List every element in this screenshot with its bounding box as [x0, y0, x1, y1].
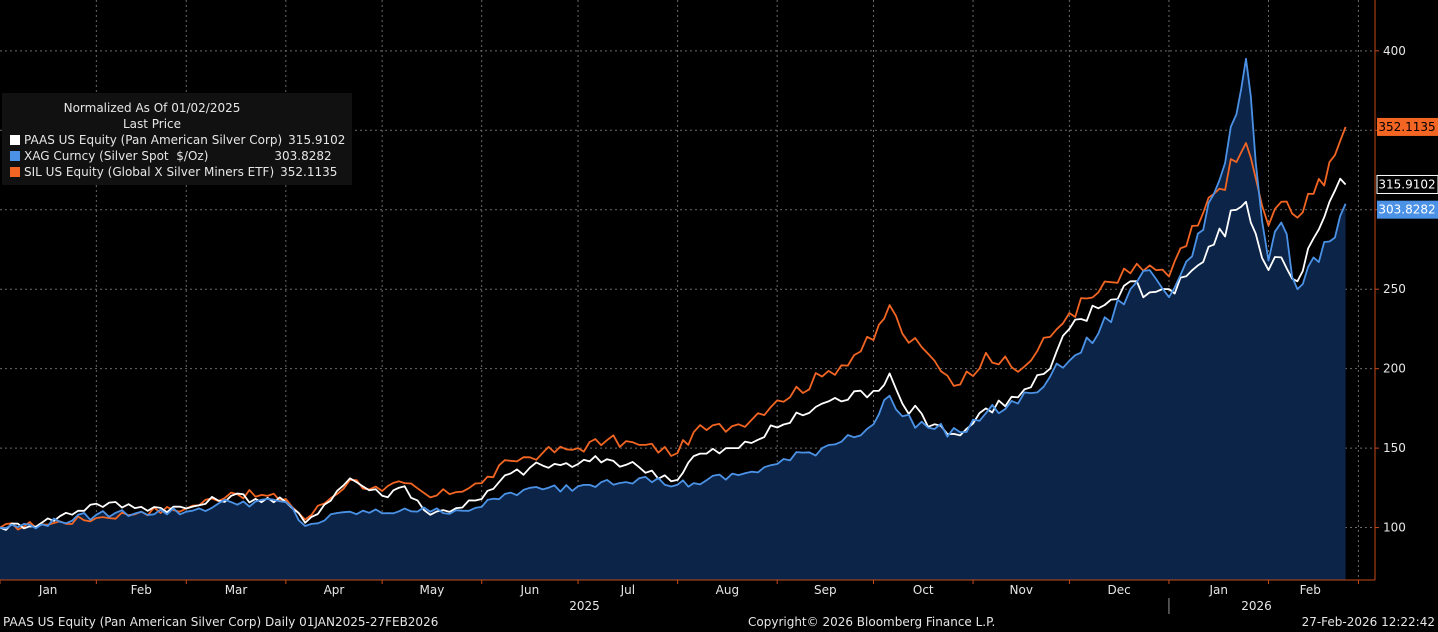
footer-timestamp: 27-Feb-2026 12:22:42 — [1301, 615, 1435, 629]
x-tick-label-3: Apr — [324, 583, 345, 597]
x-tick-label-10: Nov — [1010, 583, 1033, 597]
last-value-box-paas — [1376, 174, 1438, 194]
x-tick-label-5: Jun — [520, 583, 540, 597]
year-label-2025: 2025 — [569, 599, 600, 613]
legend-value-xag: 303.8282 — [274, 149, 332, 163]
x-tick-label-13: Feb — [1300, 583, 1321, 597]
footer-security-info: PAAS US Equity (Pan American Silver Corp… — [3, 615, 439, 629]
last-value-box-xag — [1377, 200, 1438, 219]
x-tick-label-0: Jan — [38, 583, 58, 597]
legend-swatch-paas — [10, 135, 20, 145]
legend-swatch-sil — [10, 167, 20, 177]
x-tick-label-7: Aug — [716, 583, 739, 597]
last-value-box-sil — [1377, 117, 1438, 136]
series-line-xag — [0, 57, 1347, 530]
x-tick-label-8: Sep — [814, 583, 837, 597]
legend: Normalized As Of 01/02/2025 Last Price P… — [2, 93, 352, 185]
legend-value-sil: 352.1135 — [280, 165, 338, 179]
x-tick-label-4: May — [420, 583, 445, 597]
x-tick-label-2: Mar — [225, 583, 248, 597]
y-tick-label-150: 150 — [1383, 441, 1406, 455]
y-tick-label-250: 250 — [1383, 282, 1406, 296]
last-value-text-xag: 303.8282 — [1378, 203, 1435, 217]
y-axis-tick-labels: 100150200250300350400 — [1383, 44, 1406, 535]
legend-label-paas: PAAS US Equity (Pan American Silver Corp… — [24, 133, 283, 147]
legend-item-xag: XAG Curncy (Silver Spot $/Oz) 303.8282 — [2, 148, 352, 164]
x-tick-label-1: Feb — [131, 583, 152, 597]
last-value-paas: 315.9102 — [1376, 174, 1438, 194]
last-value-text-paas: 315.9102 — [1378, 177, 1435, 191]
footer-copyright: Copyright© 2026 Bloomberg Finance L.P. — [748, 615, 996, 629]
y-tick-label-200: 200 — [1383, 362, 1406, 376]
area-fill-xag — [0, 58, 1346, 581]
series-line-paas — [0, 177, 1347, 531]
last-value-sil: 352.1135 — [1377, 117, 1438, 136]
y-tick-label-400: 400 — [1383, 44, 1406, 58]
legend-title: Normalized As Of 01/02/2025 — [63, 101, 241, 115]
legend-item-paas: PAAS US Equity (Pan American Silver Corp… — [2, 132, 352, 148]
x-tick-label-12: Jan — [1208, 583, 1228, 597]
last-value-xag: 303.8282 — [1377, 200, 1438, 219]
x-tick-label-11: Dec — [1108, 583, 1131, 597]
legend-label-xag: XAG Curncy (Silver Spot $/Oz) — [24, 149, 209, 163]
series-lines — [0, 57, 1347, 531]
legend-value-paas: 315.9102 — [288, 133, 346, 147]
legend-swatch-xag — [10, 151, 20, 161]
legend-subtitle: Last Price — [122, 117, 182, 131]
y-tick-label-100: 100 — [1383, 521, 1406, 535]
series-line-sil — [0, 126, 1347, 531]
last-value-text-sil: 352.1135 — [1378, 120, 1435, 134]
x-tick-label-9: Oct — [913, 583, 934, 597]
legend-item-sil: SIL US Equity (Global X Silver Miners ET… — [2, 164, 352, 180]
x-axis-tick-labels: Jan Feb Mar Apr May Jun Jul Aug Sep Oct Nov Dec Jan F… — [38, 583, 1321, 613]
axes — [0, 0, 1376, 581]
legend-label-sil: SIL US Equity (Global X Silver Miners ET… — [24, 165, 275, 179]
last-value-labels: 352.1135 315.9102 303.8282 — [1376, 117, 1438, 219]
x-tick-label-6: Jul — [620, 583, 635, 597]
year-label-2026: 2026 — [1241, 599, 1272, 613]
